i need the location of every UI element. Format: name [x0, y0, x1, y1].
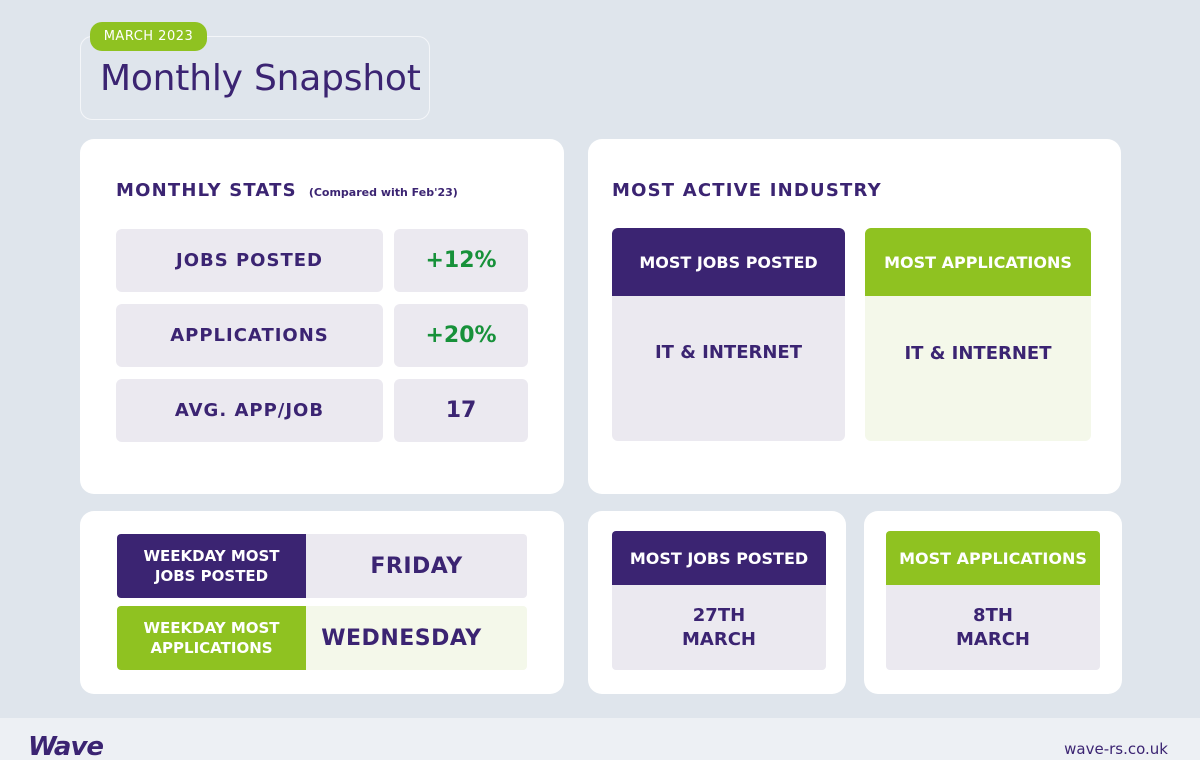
weekday-apps-value: WEDNESDAY [306, 606, 527, 670]
stat-value-avg-app-job: 17 [394, 379, 528, 442]
monthly-stats-subtitle: (Compared with Feb'23) [308, 186, 458, 199]
date-apps-value: 8TH MARCH [886, 585, 1100, 670]
title-box [80, 36, 430, 120]
weekday-apps-label-line2: APPLICATIONS [150, 639, 273, 657]
industry-apps-value: IT & INTERNET [865, 296, 1091, 441]
date-apps-header: MOST APPLICATIONS [886, 531, 1100, 585]
stat-label-avg-app-job: AVG. APP/JOB [116, 379, 383, 442]
footer-bar [0, 718, 1200, 760]
stat-label-jobs-posted: JOBS POSTED [116, 229, 383, 292]
date-apps-day: 8TH [973, 604, 1013, 626]
wave-logo: Wave [28, 732, 104, 760]
page-title: Monthly Snapshot [100, 58, 421, 99]
date-jobs-month: MARCH [682, 628, 756, 650]
stat-label-applications: APPLICATIONS [116, 304, 383, 367]
stat-value-applications: +20% [394, 304, 528, 367]
weekday-apps-label-line1: WEEKDAY MOST [143, 619, 280, 637]
monthly-stats-title: MONTHLY STATS (Compared with Feb'23) [116, 180, 458, 201]
industry-title: MOST ACTIVE INDUSTRY [612, 180, 882, 201]
date-jobs-value: 27TH MARCH [612, 585, 826, 670]
website-link[interactable]: wave-rs.co.uk [1064, 740, 1168, 758]
industry-jobs-header: MOST JOBS POSTED [612, 228, 845, 296]
industry-apps-header: MOST APPLICATIONS [865, 228, 1091, 296]
industry-jobs-value: IT & INTERNET [612, 296, 845, 441]
monthly-stats-heading: MONTHLY STATS [116, 180, 297, 201]
month-badge: MARCH 2023 [90, 22, 207, 51]
date-jobs-day: 27TH [692, 604, 746, 626]
weekday-jobs-label-line1: WEEKDAY MOST [143, 547, 280, 565]
date-jobs-header: MOST JOBS POSTED [612, 531, 826, 585]
weekday-jobs-label-line2: JOBS POSTED [154, 567, 269, 585]
weekday-jobs-value: FRIDAY [306, 534, 527, 598]
stat-value-jobs-posted: +12% [394, 229, 528, 292]
weekday-jobs-label: WEEKDAY MOST JOBS POSTED [117, 534, 306, 598]
weekday-apps-label: WEEKDAY MOST APPLICATIONS [117, 606, 306, 670]
date-apps-month: MARCH [956, 628, 1030, 650]
